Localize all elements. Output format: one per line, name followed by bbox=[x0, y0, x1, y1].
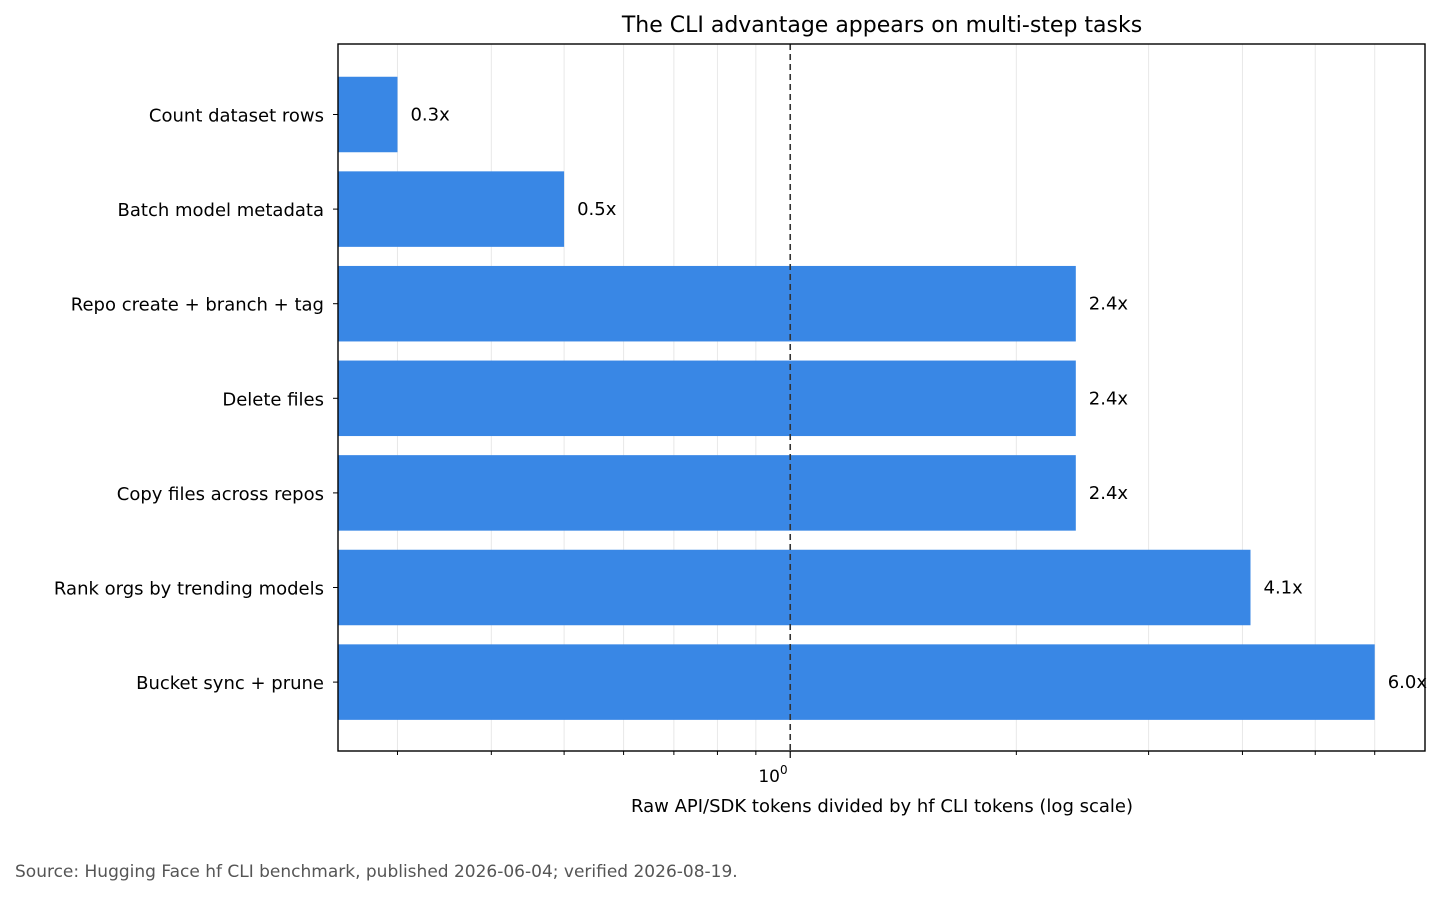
data-label: 2.4x bbox=[1089, 294, 1129, 315]
bar bbox=[338, 360, 1076, 437]
data-label: 2.4x bbox=[1089, 483, 1129, 504]
x-tick-exponent: 0 bbox=[780, 763, 788, 777]
bar-chart: Count dataset rows Batch model metadata Re… bbox=[54, 13, 1427, 817]
bar bbox=[338, 455, 1076, 531]
plot-frame bbox=[337, 43, 1426, 752]
category-label: Rank orgs by trending models bbox=[54, 579, 324, 600]
data-label: 4.1x bbox=[1264, 578, 1304, 599]
data-label: 0.3x bbox=[410, 105, 450, 126]
chart-title: The CLI advantage appears on multi-step … bbox=[621, 13, 1142, 38]
category-label: Batch model metadata bbox=[118, 200, 324, 221]
bar bbox=[338, 644, 1375, 720]
x-tick-base: 10 bbox=[758, 767, 780, 787]
category-label: Copy files across repos bbox=[117, 484, 324, 505]
data-labels: 0.3x 0.5x 2.4x 2.4x 2.4x 4.1x 6.0x bbox=[410, 105, 1427, 694]
data-label: 2.4x bbox=[1089, 388, 1129, 409]
source-note: Source: Hugging Face hf CLI benchmark, p… bbox=[15, 862, 738, 882]
x-axis-label: Raw API/SDK tokens divided by hf CLI tok… bbox=[631, 796, 1133, 817]
bar bbox=[338, 171, 565, 247]
category-label: Delete files bbox=[222, 389, 324, 410]
x-tick-label: 100 bbox=[758, 763, 787, 787]
category-label: Repo create + branch + tag bbox=[71, 295, 324, 316]
category-label: Count dataset rows bbox=[149, 106, 324, 127]
data-label: 0.5x bbox=[577, 199, 617, 220]
bar bbox=[338, 265, 1076, 342]
bars bbox=[338, 76, 1375, 720]
category-label: Bucket sync + prune bbox=[136, 673, 324, 694]
data-label: 6.0x bbox=[1388, 672, 1428, 693]
category-labels: Count dataset rows Batch model metadata Re… bbox=[54, 106, 324, 695]
x-axis-ticks bbox=[333, 114, 1376, 758]
bar bbox=[338, 76, 398, 153]
bar bbox=[338, 549, 1251, 626]
